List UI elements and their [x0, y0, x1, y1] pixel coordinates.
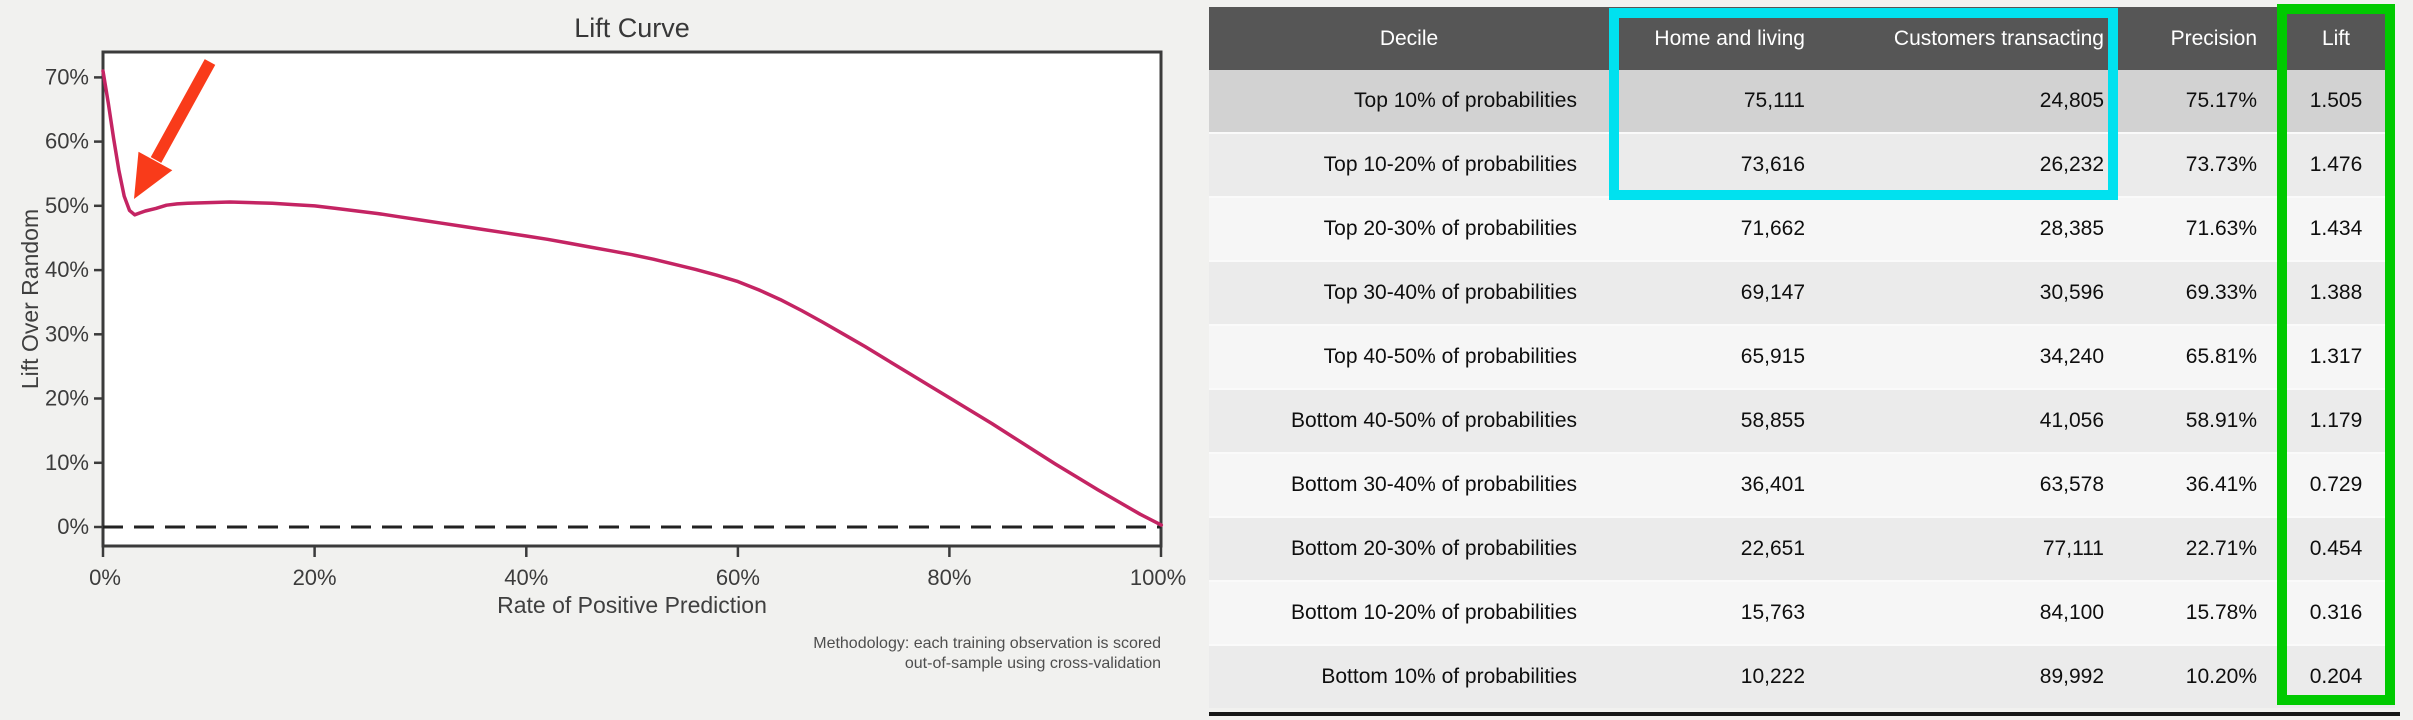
- lift-curve-chart: Lift Curve 0% 10% 20% 30% 40% 50% 60% 70…: [17, 13, 1186, 672]
- table-header-row: Decile Home and living Customers transac…: [1209, 7, 2395, 70]
- cell-lift: 1.388: [2277, 260, 2395, 325]
- cell-precision: 69.33%: [2118, 260, 2277, 325]
- cell-decile: Bottom 10-20% of probabilities: [1209, 580, 1609, 645]
- lift-curve-line: [101, 69, 1164, 527]
- cell-customers-transacting: 30,596: [1860, 260, 2118, 325]
- cell-precision: 15.78%: [2118, 580, 2277, 645]
- cell-home-and-living: 15,763: [1609, 580, 1860, 645]
- cell-decile: Bottom 10% of probabilities: [1209, 644, 1609, 708]
- cell-customers-transacting: 84,100: [1860, 580, 2118, 645]
- cell-customers-transacting: 34,240: [1860, 324, 2118, 389]
- cell-home-and-living: 65,915: [1609, 324, 1860, 389]
- svg-text:70%: 70%: [45, 64, 89, 89]
- table-bottom-border: [1209, 712, 2400, 716]
- svg-text:40%: 40%: [504, 565, 548, 590]
- column-header-lift: Lift: [2277, 7, 2395, 70]
- cell-precision: 22.71%: [2118, 516, 2277, 581]
- cell-decile: Bottom 40-50% of probabilities: [1209, 388, 1609, 453]
- cell-decile: Top 10% of probabilities: [1209, 70, 1609, 133]
- x-axis-label: Rate of Positive Prediction: [497, 592, 767, 618]
- cell-customers-transacting: 26,232: [1860, 132, 2118, 197]
- y-axis-label: Lift Over Random: [17, 209, 43, 389]
- table-row: Bottom 30-40% of probabilities 36,401 63…: [1209, 452, 2395, 517]
- table-row: Top 10-20% of probabilities 73,616 26,23…: [1209, 132, 2395, 197]
- cell-home-and-living: 75,111: [1609, 70, 1860, 133]
- cell-home-and-living: 73,616: [1609, 132, 1860, 197]
- table-row: Bottom 10% of probabilities 10,222 89,99…: [1209, 644, 2395, 708]
- cell-customers-transacting: 24,805: [1860, 70, 2118, 133]
- svg-text:60%: 60%: [716, 565, 760, 590]
- svg-text:10%: 10%: [45, 450, 89, 475]
- svg-text:50%: 50%: [45, 193, 89, 218]
- red-arrow-annotation: [134, 59, 216, 199]
- cell-lift: 1.434: [2277, 196, 2395, 261]
- column-header-customers-transacting: Customers transacting: [1860, 7, 2118, 70]
- cell-home-and-living: 71,662: [1609, 196, 1860, 261]
- methodology-note: Methodology: each training observation i…: [813, 635, 1161, 672]
- cell-home-and-living: 36,401: [1609, 452, 1860, 517]
- svg-text:60%: 60%: [45, 129, 89, 154]
- cell-lift: 0.204: [2277, 644, 2395, 708]
- table-row: Bottom 20-30% of probabilities 22,651 77…: [1209, 516, 2395, 581]
- y-axis-tick-labels: 0% 10% 20% 30% 40% 50% 60% 70%: [45, 64, 89, 539]
- cell-lift: 0.454: [2277, 516, 2395, 581]
- cell-precision: 36.41%: [2118, 452, 2277, 517]
- cell-decile: Top 40-50% of probabilities: [1209, 324, 1609, 389]
- table-row: Top 20-30% of probabilities 71,662 28,38…: [1209, 196, 2395, 261]
- svg-text:Methodology: each training obs: Methodology: each training observation i…: [813, 635, 1161, 652]
- cell-home-and-living: 69,147: [1609, 260, 1860, 325]
- svg-text:20%: 20%: [293, 565, 337, 590]
- cell-customers-transacting: 41,056: [1860, 388, 2118, 453]
- cell-home-and-living: 58,855: [1609, 388, 1860, 453]
- chart-title: Lift Curve: [574, 13, 690, 43]
- cell-home-and-living: 10,222: [1609, 644, 1860, 708]
- cell-decile: Top 20-30% of probabilities: [1209, 196, 1609, 261]
- decile-table-container: Decile Home and living Customers transac…: [1209, 4, 2400, 716]
- cell-decile: Bottom 20-30% of probabilities: [1209, 516, 1609, 581]
- table-row: Bottom 10-20% of probabilities 15,763 84…: [1209, 580, 2395, 645]
- cell-lift: 1.179: [2277, 388, 2395, 453]
- cell-customers-transacting: 28,385: [1860, 196, 2118, 261]
- column-header-precision: Precision: [2118, 7, 2277, 70]
- cell-lift: 1.505: [2277, 70, 2395, 133]
- cell-decile: Top 10-20% of probabilities: [1209, 132, 1609, 197]
- table-row: Top 30-40% of probabilities 69,147 30,59…: [1209, 260, 2395, 325]
- svg-text:80%: 80%: [927, 565, 971, 590]
- cell-precision: 75.17%: [2118, 70, 2277, 133]
- cell-decile: Top 30-40% of probabilities: [1209, 260, 1609, 325]
- svg-text:20%: 20%: [45, 386, 89, 411]
- svg-text:0%: 0%: [89, 565, 121, 590]
- table-row: Top 40-50% of probabilities 65,915 34,24…: [1209, 324, 2395, 389]
- x-axis-ticks: [101, 546, 1163, 557]
- cell-precision: 10.20%: [2118, 644, 2277, 708]
- cell-home-and-living: 22,651: [1609, 516, 1860, 581]
- table-row: Bottom 40-50% of probabilities 58,855 41…: [1209, 388, 2395, 453]
- svg-text:100%: 100%: [1130, 565, 1186, 590]
- cell-precision: 73.73%: [2118, 132, 2277, 197]
- plot-area: [101, 50, 1163, 548]
- table-row: Top 10% of probabilities 75,111 24,805 7…: [1209, 70, 2395, 133]
- svg-text:0%: 0%: [57, 514, 89, 539]
- column-header-home-and-living: Home and living: [1609, 7, 1860, 70]
- cell-lift: 0.316: [2277, 580, 2395, 645]
- svg-text:40%: 40%: [45, 257, 89, 282]
- cell-precision: 58.91%: [2118, 388, 2277, 453]
- cell-lift: 0.729: [2277, 452, 2395, 517]
- cell-decile: Bottom 30-40% of probabilities: [1209, 452, 1609, 517]
- svg-text:out-of-sample using cross-vali: out-of-sample using cross-validation: [905, 655, 1161, 672]
- cell-customers-transacting: 77,111: [1860, 516, 2118, 581]
- cell-precision: 65.81%: [2118, 324, 2277, 389]
- column-header-decile: Decile: [1209, 7, 1609, 70]
- decile-table: Decile Home and living Customers transac…: [1209, 7, 2395, 708]
- cell-precision: 71.63%: [2118, 196, 2277, 261]
- cell-lift: 1.476: [2277, 132, 2395, 197]
- cell-customers-transacting: 63,578: [1860, 452, 2118, 517]
- cell-lift: 1.317: [2277, 324, 2395, 389]
- x-axis-tick-labels: 0% 20% 40% 60% 80% 100%: [89, 565, 1186, 590]
- y-axis-ticks: [94, 76, 103, 529]
- cell-customers-transacting: 89,992: [1860, 644, 2118, 708]
- svg-text:30%: 30%: [45, 321, 89, 346]
